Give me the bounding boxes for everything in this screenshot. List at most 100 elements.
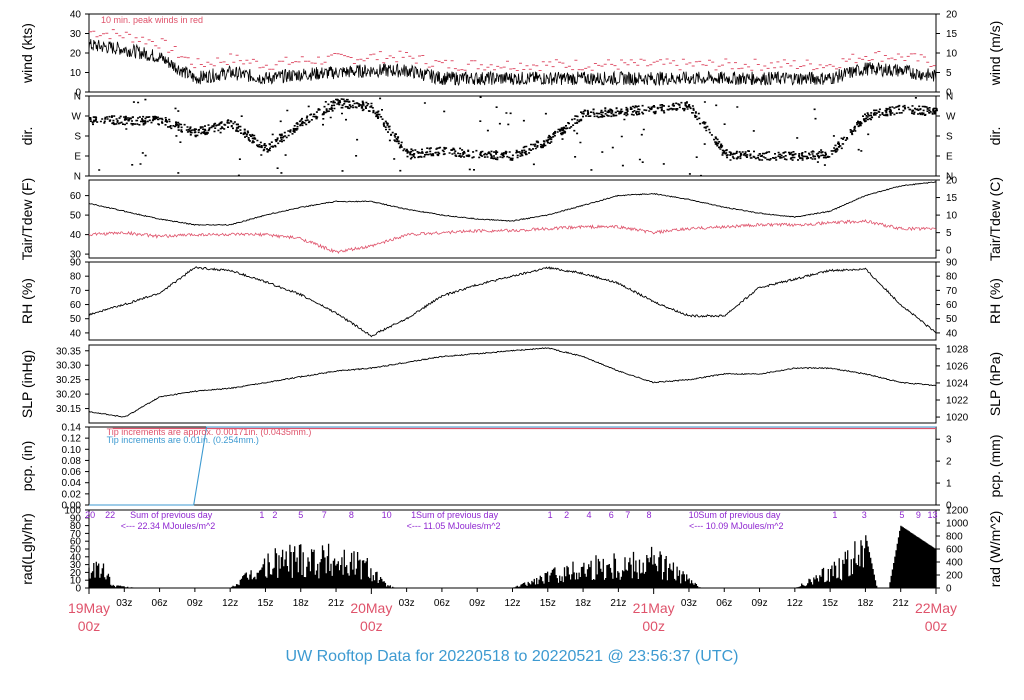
dir-ytick-label-l: E bbox=[74, 152, 81, 163]
rh-ytick-label-l: 90 bbox=[70, 258, 82, 269]
chart-title: UW Rooftop Data for 20220518 to 20220521… bbox=[285, 648, 739, 665]
temp-series bbox=[88, 219, 937, 254]
dir-ytick-label-r: N bbox=[946, 92, 953, 103]
wind-ylabel-right: wind (m/s) bbox=[987, 21, 1003, 87]
rad-ytick-label-r: 1200 bbox=[946, 506, 969, 517]
temp-ytick-label-r: 5 bbox=[946, 228, 952, 239]
rad-ylabel-right: rad (W/m^2) bbox=[987, 511, 1003, 588]
rad-hour-label: 13 bbox=[927, 510, 937, 520]
x-day-sub: 00z bbox=[78, 618, 101, 634]
rad-sum-value: <--- 10.09 MJoules/m^2 bbox=[689, 521, 784, 531]
wind-ytick-label-l: 40 bbox=[70, 10, 82, 21]
rad-ytick-label-r: 800 bbox=[946, 532, 963, 543]
pcp-ytick-label-l: 0.08 bbox=[62, 456, 82, 467]
dir-ytick-label-l: S bbox=[74, 132, 81, 143]
rad-hour-label: 6 bbox=[609, 510, 614, 520]
rad-ytick-label-l: 60 bbox=[70, 537, 82, 548]
x-day-sub: 00z bbox=[360, 618, 383, 634]
pcp-ylabel-right: pcp. (mm) bbox=[987, 435, 1003, 498]
x-tick-label: 21z bbox=[610, 598, 626, 609]
wind-ytick-label-r: 0 bbox=[946, 88, 952, 99]
wind-ytick-label-r: 15 bbox=[946, 29, 958, 40]
x-tick-label: 12z bbox=[787, 598, 803, 609]
pcp-ytick-label-l: 0.12 bbox=[62, 434, 82, 445]
x-day-sub: 00z bbox=[925, 618, 948, 634]
slp-ytick-label-r: 1022 bbox=[946, 395, 969, 406]
dir-ytick-label-l: W bbox=[72, 112, 82, 123]
rad-hour-label: 8 bbox=[349, 510, 354, 520]
wind-ytick-label-r: 5 bbox=[946, 68, 952, 79]
rad-sum-value: <--- 11.05 MJoules/m^2 bbox=[407, 521, 501, 531]
dir-ytick-label-r: N bbox=[946, 172, 953, 183]
pcp-ytick-label-r: 2 bbox=[946, 457, 952, 468]
rad-hour-label: 1 bbox=[548, 510, 553, 520]
slp-ylabel-left: SLP (inHg) bbox=[19, 350, 35, 418]
rad-ytick-label-l: 20 bbox=[70, 568, 82, 579]
rh-ylabel-right: RH (%) bbox=[987, 278, 1003, 324]
x-tick-label: 15z bbox=[257, 598, 273, 609]
rad-ytick-label-r: 0 bbox=[946, 584, 952, 595]
dir-ytick-label-r: W bbox=[946, 112, 956, 123]
x-tick-label: 03z bbox=[681, 598, 697, 609]
x-tick-label: 09z bbox=[187, 598, 203, 609]
rad-ytick-label-l: 40 bbox=[70, 552, 82, 563]
x-tick-label: 12z bbox=[504, 598, 520, 609]
rad-sum-head: Sum of previous day bbox=[130, 510, 213, 520]
wind-peak-series bbox=[89, 29, 936, 71]
rh-ytick-label-r: 70 bbox=[946, 286, 958, 297]
x-tick-label: 06z bbox=[434, 598, 450, 609]
rh-ytick-label-r: 40 bbox=[946, 328, 958, 339]
rh-ytick-label-l: 80 bbox=[70, 272, 82, 283]
pcp-blue-series bbox=[89, 426, 936, 506]
wind-ylabel-left: wind (kts) bbox=[19, 23, 35, 84]
temp-ylabel-right: Tair/Tdew (C) bbox=[987, 177, 1003, 261]
x-tick-label: 06z bbox=[152, 598, 168, 609]
pcp-ytick-label-r: 3 bbox=[946, 435, 952, 446]
rh-ytick-label-l: 70 bbox=[70, 286, 82, 297]
x-day-label: 22May bbox=[915, 600, 957, 616]
dir-ylabel-left: dir. bbox=[19, 127, 35, 146]
rh-ytick-label-r: 60 bbox=[946, 300, 958, 311]
rad-hour-label: 7 bbox=[625, 510, 630, 520]
dir-ytick-label-r: E bbox=[946, 152, 953, 163]
x-tick-label: 09z bbox=[751, 598, 767, 609]
temp-ylabel-left: Tair/Tdew (F) bbox=[19, 178, 35, 260]
dir-ytick-label-l: N bbox=[74, 92, 81, 103]
x-tick-label: 06z bbox=[716, 598, 732, 609]
rh-frame bbox=[88, 261, 937, 341]
x-tick-label: 21z bbox=[893, 598, 909, 609]
slp-series bbox=[88, 347, 937, 418]
rad-sum-value: <--- 22.34 MJoules/m^2 bbox=[121, 521, 216, 531]
x-tick-label: 18z bbox=[293, 598, 309, 609]
dir-ytick-label-r: S bbox=[946, 132, 953, 143]
slp-ytick-label-l: 30.30 bbox=[56, 361, 81, 372]
rad-ytick-label-l: 100 bbox=[64, 506, 81, 517]
rad-ylabel-left: rad(Lgly/hr) bbox=[19, 513, 35, 585]
slp-ylabel-right: SLP (hPa) bbox=[987, 352, 1003, 416]
rh-ytick-label-l: 40 bbox=[70, 328, 82, 339]
x-day-sub: 00z bbox=[642, 618, 665, 634]
x-tick-label: 03z bbox=[399, 598, 415, 609]
rad-ytick-label-l: 70 bbox=[70, 529, 82, 540]
rad-series bbox=[88, 525, 937, 588]
rad-ytick-label-r: 1000 bbox=[946, 519, 969, 530]
wind-annotation: 10 min. peak winds in red bbox=[101, 15, 203, 25]
rad-hour-label: 22 bbox=[105, 510, 115, 520]
x-day-label: 21May bbox=[633, 600, 675, 616]
temp-series bbox=[88, 181, 937, 226]
dir-frame bbox=[88, 95, 937, 177]
dir-series bbox=[89, 96, 938, 177]
rad-hour-label: 20 bbox=[85, 510, 95, 520]
pcp-ytick-label-l: 0.06 bbox=[62, 467, 82, 478]
rad-hour-label: 2 bbox=[272, 510, 277, 520]
rh-ylabel-left: RH (%) bbox=[19, 278, 35, 324]
slp-frame bbox=[88, 344, 937, 424]
rad-ytick-label-l: 30 bbox=[70, 560, 82, 571]
temp-ytick-label-l: 50 bbox=[70, 211, 82, 222]
pcp-annotation-red: Tip increments are approx. 0.00171in. (0… bbox=[107, 427, 312, 437]
rad-ytick-label-l: 90 bbox=[70, 513, 82, 524]
temp-ytick-label-r: 0 bbox=[946, 246, 952, 257]
rad-hour-label: 7 bbox=[322, 510, 327, 520]
